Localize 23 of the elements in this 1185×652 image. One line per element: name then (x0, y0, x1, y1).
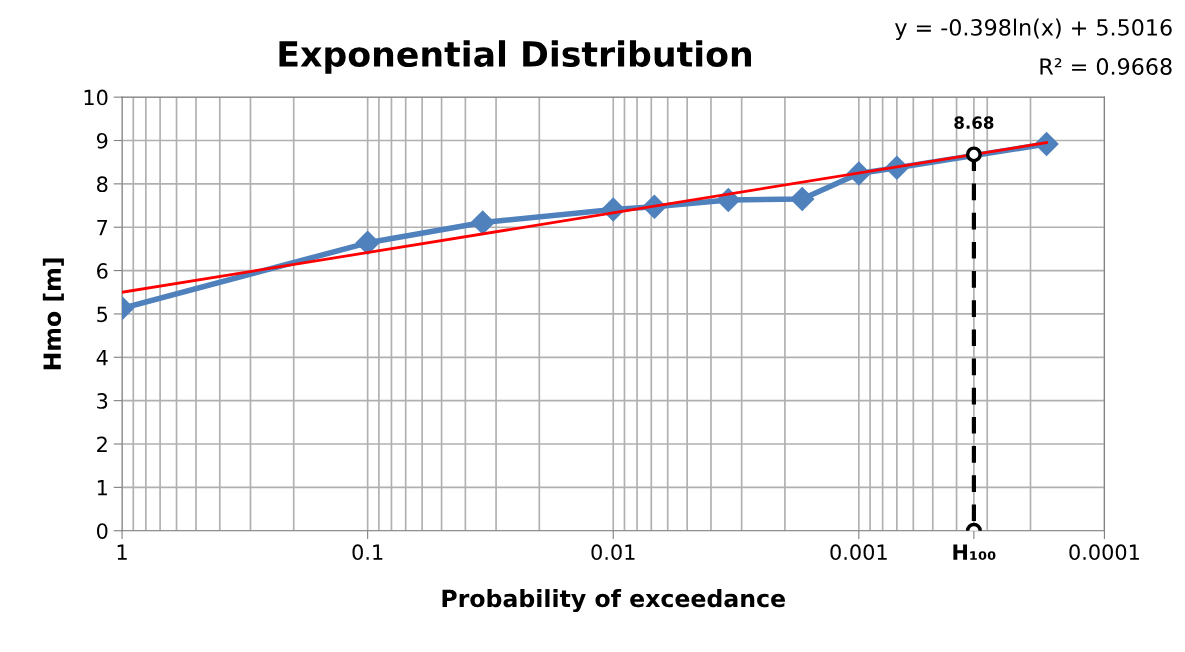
y-tick-label: 3 (97, 393, 108, 409)
y-tick-label: 4 (96, 350, 108, 366)
y-tick-label: 0 (96, 523, 108, 539)
x-tick-label: 0.0001 (1069, 544, 1139, 561)
data-label: 8.68 (954, 116, 994, 129)
x-tick-label: H₁₀₀ (953, 544, 996, 560)
y-tick-label: 5 (97, 306, 108, 323)
y-tick-label: 1 (97, 480, 107, 496)
x-tick-label: 0.01 (591, 544, 635, 561)
chart-title: Exponential Distribution (279, 40, 751, 74)
text: R² = 0.9668 (1040, 58, 1172, 75)
y-tick-label: 2 (97, 436, 107, 452)
y-tick-label: 10 (84, 89, 108, 106)
x-tick-label: 0.001 (830, 544, 887, 561)
x-tick-label: 0.1 (352, 544, 383, 561)
x-axis-title: Probability of exceedance (442, 589, 785, 613)
y-tick-label: 6 (97, 263, 108, 279)
x-tick-label: 1 (117, 544, 127, 560)
y-tick-label: 7 (97, 219, 108, 236)
y-tick-label: 9 (96, 132, 108, 149)
text: y = -0.398ln(x) + 5.5016 (895, 18, 1172, 41)
y-tick-label: 8 (97, 176, 108, 193)
y-axis-title: Hmo [m] (42, 258, 64, 370)
